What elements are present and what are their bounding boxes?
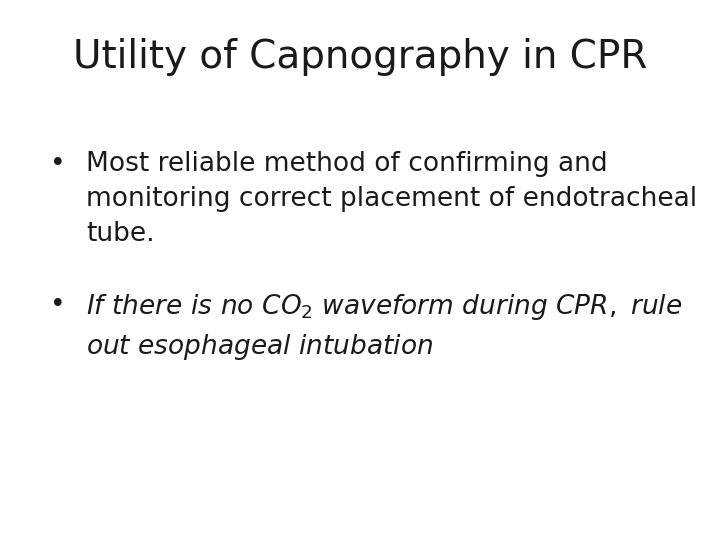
Text: $\it{If\ there\ is\ no\ CO_2\ waveform\ during\ CPR,\ rule}$
$\it{out\ esophagea: $\it{If\ there\ is\ no\ CO_2\ waveform\ … xyxy=(86,292,683,361)
Text: •: • xyxy=(50,292,66,318)
Text: Most reliable method of confirming and
monitoring correct placement of endotrach: Most reliable method of confirming and m… xyxy=(86,151,698,247)
Text: •: • xyxy=(50,151,66,177)
Text: Utility of Capnography in CPR: Utility of Capnography in CPR xyxy=(73,38,647,76)
